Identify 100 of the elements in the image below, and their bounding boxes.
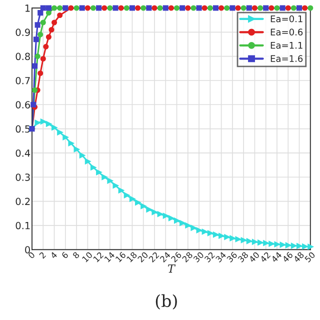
point bbox=[308, 5, 314, 11]
point bbox=[207, 230, 213, 236]
point bbox=[212, 5, 219, 11]
point bbox=[180, 5, 186, 11]
x-tick-label: 4 bbox=[50, 252, 58, 259]
x-tick-label: 36 bbox=[226, 251, 238, 263]
x-tick-label: 50 bbox=[304, 251, 316, 263]
point bbox=[40, 5, 46, 11]
legend-label: Ea=0.6 bbox=[270, 28, 303, 36]
point bbox=[224, 234, 230, 240]
point bbox=[40, 20, 46, 26]
point bbox=[90, 164, 96, 170]
point bbox=[40, 118, 46, 124]
point bbox=[32, 63, 38, 69]
y-tick-label: 0.9 bbox=[16, 28, 30, 36]
point bbox=[280, 5, 286, 11]
point bbox=[180, 220, 186, 226]
point bbox=[157, 5, 163, 11]
point bbox=[252, 5, 258, 11]
point bbox=[274, 5, 280, 11]
point bbox=[252, 239, 258, 245]
point bbox=[190, 225, 196, 231]
x-tick-label: 6 bbox=[61, 251, 69, 259]
point bbox=[112, 5, 118, 11]
point bbox=[62, 134, 68, 140]
point bbox=[235, 236, 241, 242]
point bbox=[40, 56, 46, 62]
point bbox=[146, 206, 152, 212]
point bbox=[51, 20, 58, 26]
legend-label: Ea=0.1 bbox=[270, 15, 302, 22]
point bbox=[51, 124, 58, 130]
y-tick-label: 0.3 bbox=[16, 174, 30, 181]
point bbox=[38, 32, 44, 38]
x-tick-label: 10 bbox=[82, 251, 93, 262]
x-tick-label: 32 bbox=[204, 252, 216, 263]
point bbox=[74, 5, 80, 11]
point bbox=[102, 174, 108, 180]
point bbox=[196, 227, 202, 234]
point bbox=[32, 87, 38, 93]
x-tick-label: 24 bbox=[160, 251, 171, 263]
x-tick-label: 14 bbox=[104, 252, 115, 262]
point bbox=[43, 44, 49, 50]
point bbox=[57, 12, 63, 18]
point bbox=[196, 5, 202, 11]
point bbox=[62, 5, 68, 11]
point bbox=[48, 26, 54, 33]
point bbox=[135, 200, 141, 206]
point bbox=[79, 5, 85, 11]
y-tick-label: 1 bbox=[25, 4, 30, 12]
point bbox=[302, 5, 308, 11]
point bbox=[280, 242, 286, 248]
point bbox=[51, 5, 58, 11]
x-tick-label: 30 bbox=[192, 251, 204, 263]
x-tick-label: 28 bbox=[182, 251, 193, 263]
point bbox=[124, 5, 130, 11]
point bbox=[152, 209, 158, 215]
point bbox=[157, 211, 163, 217]
point bbox=[168, 215, 174, 221]
point bbox=[102, 5, 108, 11]
point bbox=[129, 5, 135, 11]
y-tick-label: 0 bbox=[25, 246, 30, 254]
point bbox=[190, 5, 196, 11]
point bbox=[218, 5, 224, 11]
point bbox=[135, 5, 141, 11]
point bbox=[174, 218, 180, 224]
x-tick-label: 44 bbox=[270, 252, 282, 263]
point bbox=[285, 242, 291, 248]
point bbox=[38, 10, 44, 16]
point bbox=[162, 5, 168, 11]
point bbox=[140, 203, 146, 209]
point bbox=[302, 244, 308, 250]
point bbox=[46, 10, 52, 16]
point bbox=[146, 5, 152, 11]
legend-label: Ea=1.6 bbox=[270, 55, 303, 62]
point bbox=[246, 238, 252, 244]
point bbox=[202, 5, 208, 11]
point bbox=[230, 235, 236, 242]
legend-label: Ea=1.1 bbox=[270, 42, 302, 49]
x-tick-label: 34 bbox=[215, 251, 226, 263]
text: (b) bbox=[156, 294, 177, 310]
point bbox=[34, 54, 40, 60]
y-tick-label: 0.1 bbox=[16, 222, 30, 230]
point bbox=[274, 242, 280, 248]
y-tick-label: 0.6 bbox=[16, 101, 30, 108]
point bbox=[246, 5, 252, 11]
point bbox=[33, 36, 39, 42]
point bbox=[285, 5, 291, 11]
y-tick-label: 0.4 bbox=[16, 149, 30, 157]
point bbox=[235, 5, 241, 11]
point bbox=[140, 5, 146, 11]
point bbox=[263, 240, 269, 246]
x-axis-title: T bbox=[168, 264, 176, 273]
point bbox=[185, 5, 191, 11]
point bbox=[34, 22, 40, 28]
point bbox=[84, 5, 90, 11]
point bbox=[290, 242, 296, 249]
point bbox=[90, 5, 96, 11]
point bbox=[107, 5, 113, 11]
point bbox=[96, 5, 102, 11]
point bbox=[185, 222, 191, 228]
